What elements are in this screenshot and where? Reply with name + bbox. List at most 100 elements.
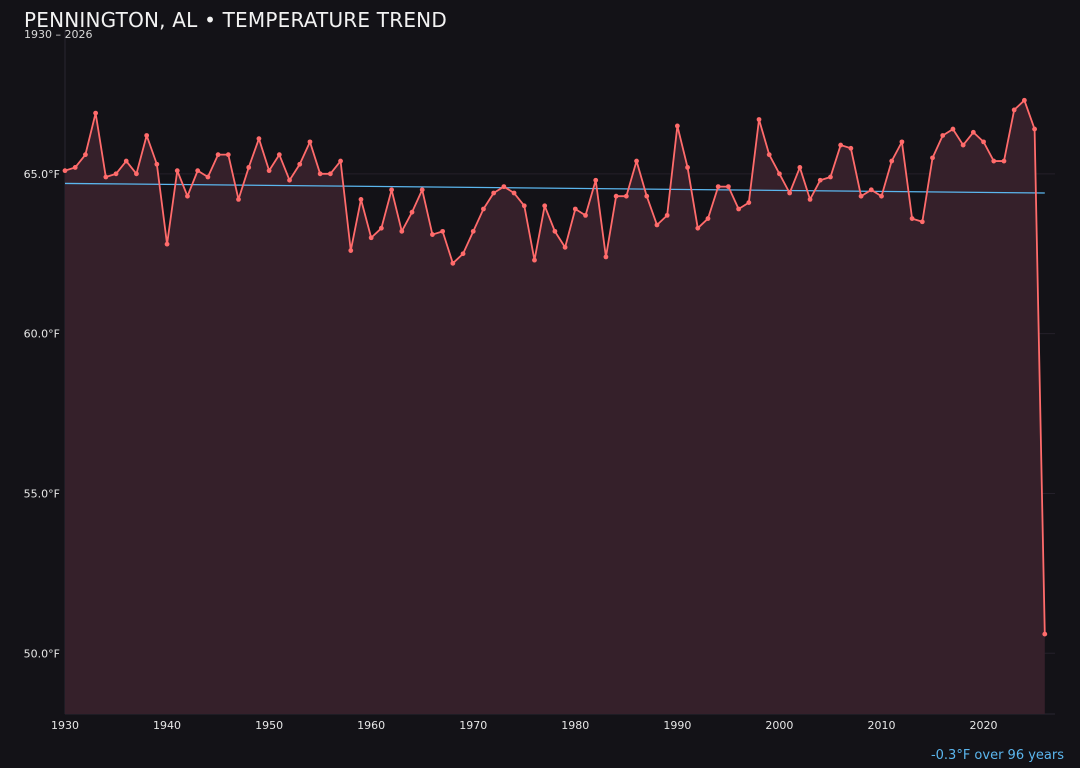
data-point — [879, 193, 884, 199]
data-point — [327, 171, 333, 177]
data-point — [991, 158, 997, 164]
data-point — [889, 158, 895, 164]
data-point — [491, 190, 497, 196]
x-tick-label: 1960 — [357, 719, 385, 732]
y-tick-label: 60.0°F — [24, 328, 60, 341]
data-point — [348, 248, 354, 253]
data-point — [562, 244, 568, 250]
data-point — [205, 174, 211, 180]
data-point — [705, 216, 711, 221]
data-point — [1011, 107, 1017, 113]
data-point — [532, 257, 537, 263]
data-point — [72, 165, 78, 170]
data-point — [919, 219, 925, 225]
data-point — [634, 158, 639, 164]
data-point — [470, 228, 476, 234]
points-layer — [62, 97, 1048, 637]
data-point — [695, 225, 701, 231]
data-point — [817, 177, 823, 183]
data-point — [256, 136, 262, 142]
data-point — [1042, 631, 1048, 637]
data-point — [960, 142, 966, 148]
data-point — [664, 212, 670, 218]
data-point — [685, 165, 690, 170]
data-point — [1032, 126, 1037, 132]
data-point — [838, 142, 844, 148]
data-point — [123, 158, 129, 164]
data-point — [899, 139, 905, 145]
data-point — [777, 171, 782, 177]
data-point — [389, 187, 394, 193]
data-point — [909, 216, 915, 221]
data-point — [868, 187, 874, 193]
data-point — [419, 187, 425, 193]
data-point — [113, 171, 119, 177]
data-point — [644, 193, 650, 199]
y-tick-label: 65.0°F — [24, 168, 60, 181]
trend-layer — [64, 182, 1045, 194]
data-point — [674, 123, 680, 129]
data-point — [501, 184, 507, 190]
data-point — [542, 203, 548, 209]
data-point — [460, 251, 466, 257]
data-point — [297, 161, 303, 167]
data-point — [828, 174, 833, 180]
data-point — [440, 228, 446, 234]
data-point — [195, 168, 201, 174]
data-point — [450, 260, 456, 266]
data-point — [174, 168, 180, 174]
data-point — [766, 152, 772, 158]
chart-subtitle: 1930 – 2026 — [24, 28, 93, 41]
tick-labels: 50.0°F 55.0°F 60.0°F 65.0°F 1930 1940 1950 1960… — [24, 168, 998, 732]
data-point — [399, 228, 405, 234]
data-point — [715, 184, 721, 190]
data-point — [797, 165, 803, 170]
data-point — [858, 193, 864, 199]
data-point — [83, 152, 88, 158]
data-point — [144, 133, 150, 138]
data-point — [848, 145, 854, 151]
data-point — [787, 190, 793, 196]
data-point — [726, 184, 731, 190]
data-point — [287, 177, 292, 183]
data-point — [981, 139, 986, 145]
data-point — [736, 206, 742, 212]
data-point — [521, 203, 527, 209]
x-tick-label: 2020 — [970, 719, 998, 732]
data-point — [970, 129, 976, 135]
x-tick-label: 2000 — [765, 719, 793, 732]
data-point — [572, 206, 578, 212]
data-point — [103, 174, 109, 180]
y-tick-label: 50.0°F — [24, 647, 60, 660]
data-point — [1021, 97, 1027, 103]
data-point — [185, 193, 190, 199]
data-point — [154, 161, 160, 167]
data-point — [430, 232, 435, 237]
series-area — [65, 100, 1045, 714]
data-point — [552, 228, 558, 234]
data-point — [950, 126, 956, 132]
x-tick-label: 1970 — [459, 719, 487, 732]
y-tick-label: 55.0°F — [24, 487, 60, 500]
data-point — [603, 254, 609, 260]
x-tick-label: 1950 — [255, 719, 283, 732]
trend-summary: -0.3°F over 96 years — [930, 748, 1064, 763]
data-point — [593, 177, 599, 183]
x-tick-label: 2010 — [867, 719, 895, 732]
data-point — [266, 168, 272, 174]
data-point — [215, 152, 221, 158]
data-point — [583, 212, 588, 218]
data-point — [756, 117, 762, 122]
x-tick-label: 1940 — [153, 719, 181, 732]
data-point — [746, 200, 752, 205]
data-point — [246, 165, 252, 170]
data-point — [93, 110, 99, 116]
x-tick-label: 1980 — [561, 719, 589, 732]
data-point — [654, 222, 660, 228]
data-point — [276, 152, 282, 158]
data-point — [164, 241, 170, 247]
data-point — [613, 193, 619, 199]
data-point — [807, 197, 813, 202]
trend-line — [64, 182, 1045, 194]
